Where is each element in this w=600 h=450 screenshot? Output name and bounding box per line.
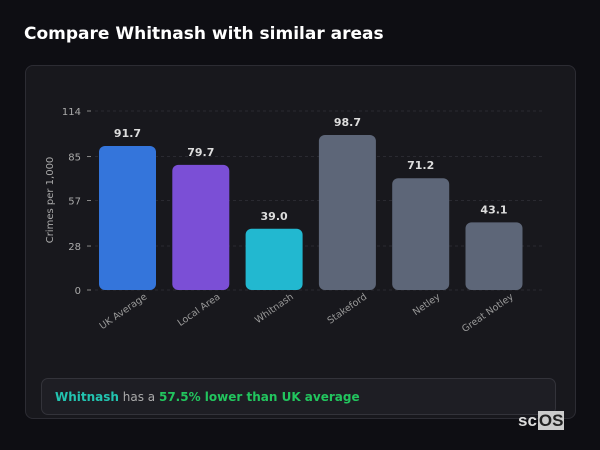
data-label: 98.7 bbox=[334, 116, 361, 129]
data-label: 43.1 bbox=[480, 203, 507, 216]
y-tick-label: 0 bbox=[75, 286, 81, 297]
y-tick-label: 85 bbox=[68, 153, 81, 164]
logo-suffix: OS bbox=[537, 411, 565, 430]
x-tick-label: UK Average bbox=[98, 291, 150, 332]
logo-prefix: sc bbox=[518, 411, 537, 430]
summary-box: Whitnash has a 57.5% lower than UK avera… bbox=[41, 378, 556, 415]
summary-text: has a bbox=[118, 390, 159, 404]
x-tick-label: Local Area bbox=[176, 291, 223, 328]
x-tick-label: Netley bbox=[411, 291, 443, 318]
x-tick-label: Whitnash bbox=[253, 291, 296, 326]
page-title: Compare Whitnash with similar areas bbox=[24, 24, 384, 44]
y-tick-label: 28 bbox=[68, 242, 81, 253]
data-label: 39.0 bbox=[261, 210, 288, 223]
summary-highlight: 57.5% lower than UK average bbox=[158, 390, 360, 404]
data-label: 79.7 bbox=[187, 146, 214, 159]
scos-logo: sc OS bbox=[517, 411, 565, 431]
bar bbox=[318, 135, 376, 290]
data-label: 71.2 bbox=[407, 159, 434, 172]
bar bbox=[245, 228, 303, 290]
y-tick-label: 57 bbox=[68, 197, 81, 208]
bar bbox=[392, 178, 450, 290]
bar bbox=[99, 146, 156, 290]
y-axis-label: Crimes per 1,000 bbox=[45, 157, 56, 244]
summary-area: Whitnash bbox=[55, 390, 119, 404]
x-tick-label: Stakeford bbox=[326, 291, 370, 326]
bar bbox=[465, 222, 523, 290]
y-tick-label: 114 bbox=[62, 107, 81, 118]
x-tick-label: Great Notley bbox=[460, 291, 516, 335]
bar bbox=[172, 164, 230, 290]
data-label: 91.7 bbox=[114, 127, 141, 140]
